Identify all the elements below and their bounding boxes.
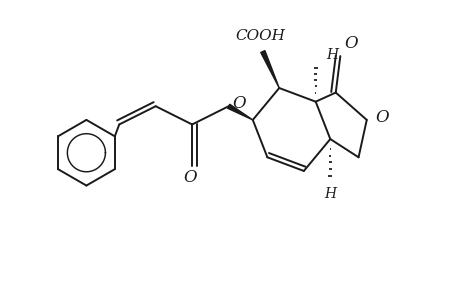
Text: H: H	[324, 188, 336, 201]
Text: COOH: COOH	[235, 29, 285, 43]
Text: O: O	[183, 169, 196, 186]
Polygon shape	[260, 51, 279, 88]
Text: H: H	[325, 48, 337, 62]
Text: O: O	[374, 109, 388, 126]
Text: O: O	[343, 35, 357, 52]
Text: O: O	[232, 95, 246, 112]
Polygon shape	[227, 104, 252, 120]
